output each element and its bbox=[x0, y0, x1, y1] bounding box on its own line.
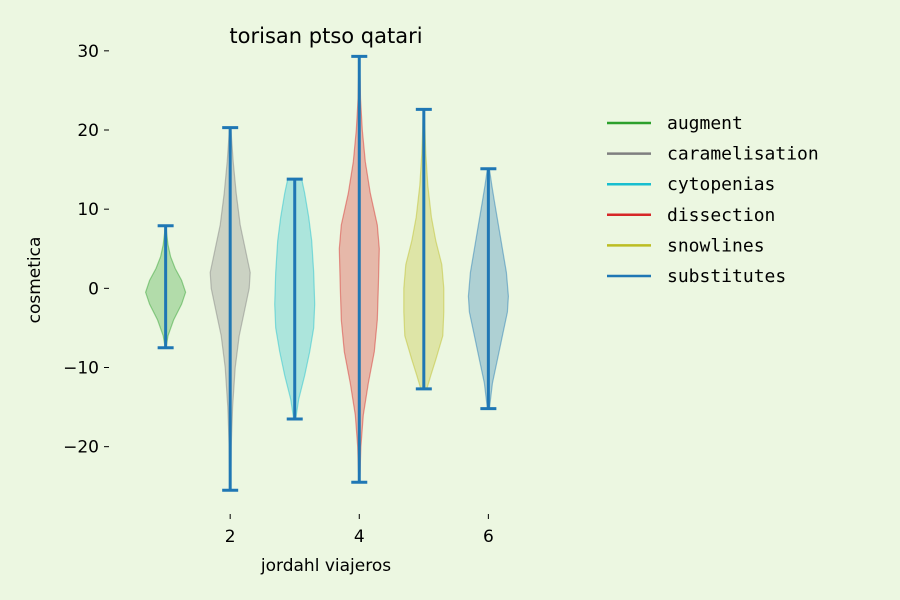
y-tick-label: 30 bbox=[77, 42, 99, 62]
y-axis-label: cosmetica bbox=[25, 237, 45, 324]
whiskers-layer bbox=[157, 54, 497, 492]
legend-label-snowlines: snowlines bbox=[667, 235, 765, 256]
y-axis: −20 −10 0 10 20 30 bbox=[63, 42, 109, 458]
x-axis-label: jordahl viajeros bbox=[260, 556, 391, 576]
legend-label-substitutes: substitutes bbox=[667, 266, 786, 287]
x-axis: 2 4 6 bbox=[225, 514, 494, 547]
y-tick-label: 20 bbox=[77, 121, 99, 141]
chart-title: torisan ptso qatari bbox=[229, 24, 422, 48]
violins-layer bbox=[144, 55, 510, 491]
y-tick-label: −20 bbox=[63, 438, 99, 458]
x-tick-label: 2 bbox=[225, 527, 236, 547]
y-tick-label: 0 bbox=[88, 279, 99, 299]
y-tick-label: −10 bbox=[63, 359, 99, 379]
legend-label-augment: augment bbox=[667, 113, 743, 134]
x-tick-label: 4 bbox=[354, 527, 365, 547]
legend-label-dissection: dissection bbox=[667, 205, 775, 226]
legend-label-cytopenias: cytopenias bbox=[667, 174, 775, 195]
y-tick-label: 10 bbox=[77, 200, 99, 220]
legend-label-caramelisation: caramelisation bbox=[667, 144, 819, 165]
legend: augment caramelisation cytopenias dissectio… bbox=[607, 113, 819, 287]
x-tick-label: 6 bbox=[483, 527, 494, 547]
